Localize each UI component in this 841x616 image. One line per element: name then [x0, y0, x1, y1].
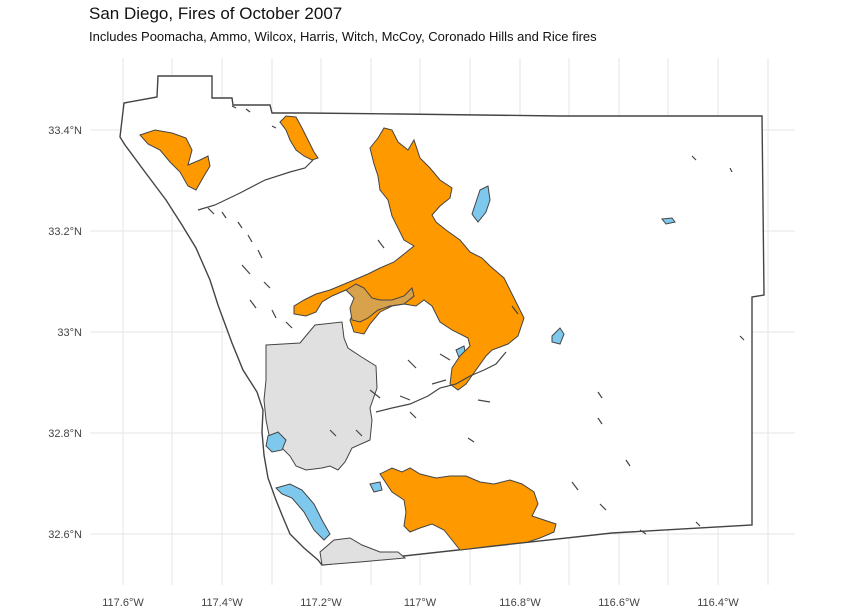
coastal-line	[197, 159, 314, 211]
x-tick-label: 117.2°W	[300, 597, 342, 609]
x-tick-label: 116.4°W	[697, 597, 739, 609]
road-east	[375, 351, 507, 413]
y-tick-label: 33°N	[57, 327, 82, 339]
san-diego-bay	[275, 483, 331, 541]
x-tick-label: 116.6°W	[598, 597, 640, 609]
city-san-diego-south	[319, 537, 407, 566]
y-tick-label: 33.4°N	[48, 125, 82, 137]
small-features	[207, 105, 745, 535]
x-axis-labels: 117.6°W 117.4°W 117.2°W 117°W 116.8°W 11…	[102, 597, 739, 609]
lake-east-1	[661, 217, 676, 225]
fire-city-overlap	[345, 283, 415, 323]
fire-poomacha-north	[279, 115, 319, 161]
lake-henshaw	[471, 185, 491, 223]
y-tick-label: 32.8°N	[48, 428, 82, 440]
lake-south-1	[369, 481, 383, 493]
mission-bay	[265, 431, 287, 453]
x-tick-label: 117.4°W	[201, 597, 243, 609]
fire-harris	[379, 467, 557, 551]
y-axis-labels: 33.4°N 33.2°N 33°N 32.8°N 32.6°N	[48, 125, 82, 541]
y-tick-label: 33.2°N	[48, 226, 82, 238]
fire-perimeters	[139, 115, 557, 551]
lake-east-2	[551, 327, 565, 345]
fire-witch	[293, 127, 525, 391]
fire-pendleton	[139, 129, 211, 191]
map-subtitle: Includes Poomacha, Ammo, Wilcox, Harris,…	[89, 29, 597, 44]
y-tick-label: 32.6°N	[48, 529, 82, 541]
x-tick-label: 116.8°W	[499, 597, 541, 609]
map-title: San Diego, Fires of October 2007	[89, 4, 343, 23]
water-bodies	[265, 185, 676, 541]
x-tick-label: 117°W	[404, 597, 437, 609]
x-tick-label: 117.6°W	[102, 597, 144, 609]
